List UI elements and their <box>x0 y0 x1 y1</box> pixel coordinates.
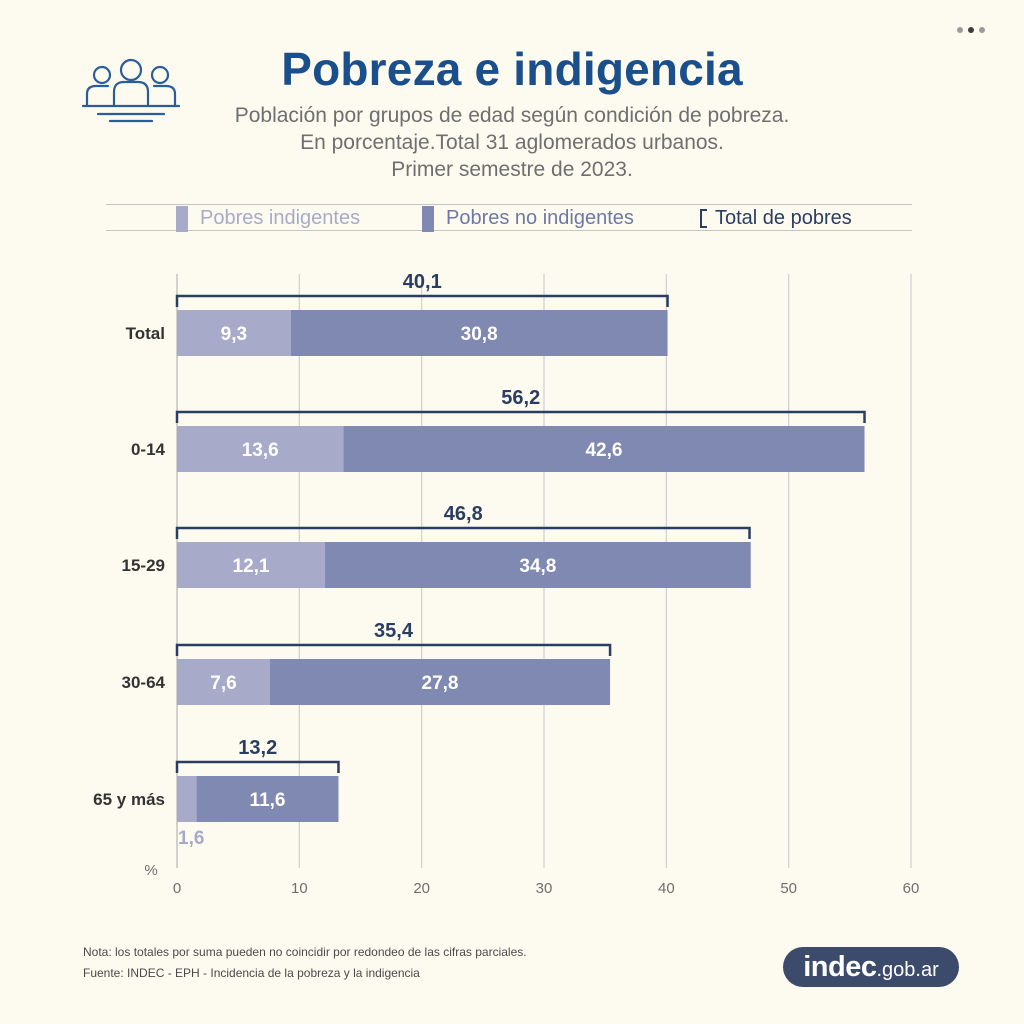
value-label-indigentes: 1,6 <box>178 828 204 849</box>
note-text: Nota: los totales por suma pueden no coi… <box>83 945 527 959</box>
value-label-no-indigentes: 30,8 <box>461 324 498 345</box>
legend-item-indigentes: Pobres indigentes <box>176 205 360 232</box>
legend-bracket-icon <box>700 209 707 228</box>
total-bracket <box>175 760 340 773</box>
page-title: Pobreza e indigencia <box>281 43 743 95</box>
legend-label: Pobres indigentes <box>200 207 361 229</box>
chart-legend: Pobres indigentes Pobres no indigentes T… <box>106 204 912 232</box>
value-label-no-indigentes: 42,6 <box>585 440 622 461</box>
chart-subtitle: Población por grupos de edad según condi… <box>0 102 1024 183</box>
value-label-indigentes: 7,6 <box>210 673 236 694</box>
legend-item-no-indigentes: Pobres no indigentes <box>422 205 634 232</box>
bar-no-indigentes <box>343 426 865 472</box>
legend-label: Total de pobres <box>715 207 852 229</box>
total-label: 40,1 <box>403 271 442 293</box>
value-label-no-indigentes: 11,6 <box>250 790 286 811</box>
category-label: 65 y más <box>93 790 165 809</box>
total-label: 35,4 <box>374 620 414 642</box>
total-bracket <box>175 526 751 539</box>
value-label-indigentes: 13,6 <box>242 440 279 461</box>
indec-logo[interactable]: indec .gob.ar <box>783 947 959 987</box>
logo-sub-text: .gob.ar <box>876 958 939 981</box>
total-bracket <box>175 294 669 307</box>
people-group-icon <box>82 58 180 123</box>
total-bracket <box>175 410 866 423</box>
source-text: Fuente: INDEC - EPH - Incidencia de la p… <box>83 966 420 980</box>
value-label-no-indigentes: 27,8 <box>422 673 459 694</box>
x-tick-label: 50 <box>780 880 797 897</box>
bar-no-indigentes <box>290 310 668 356</box>
x-tick-label: 60 <box>903 880 920 897</box>
legend-swatch-indigentes <box>176 205 188 232</box>
pager-dot-active[interactable] <box>968 27 974 33</box>
x-tick-label: 10 <box>291 880 308 897</box>
logo-main-text: indec <box>803 950 877 983</box>
total-label: 56,2 <box>501 387 540 409</box>
bar-indigentes <box>177 310 291 356</box>
legend-item-total: Total de pobres <box>700 205 852 232</box>
category-label: Total <box>126 324 165 343</box>
x-tick-label: 40 <box>658 880 675 897</box>
x-tick-label: 0 <box>173 880 181 897</box>
footnotes: Nota: los totales por suma pueden no coi… <box>83 942 527 984</box>
subtitle-line: En porcentaje.Total 31 aglomerados urban… <box>300 131 724 154</box>
x-axis-unit: % <box>144 862 157 879</box>
pager-dots[interactable] <box>957 27 985 33</box>
total-label: 46,8 <box>444 503 483 525</box>
value-label-no-indigentes: 34,8 <box>519 556 556 577</box>
subtitle-line: Primer semestre de 2023. <box>391 158 633 181</box>
bar-indigentes <box>177 542 326 588</box>
total-bracket <box>175 643 612 656</box>
value-label-indigentes: 9,3 <box>221 324 247 345</box>
category-label: 15-29 <box>122 556 165 575</box>
pager-dot[interactable] <box>957 27 963 33</box>
legend-swatch-no-indigentes <box>422 205 434 232</box>
bar-no-indigentes <box>325 542 751 588</box>
category-label: 0-14 <box>131 440 166 459</box>
subtitle-line: Población por grupos de edad según condi… <box>234 104 790 127</box>
x-tick-label: 30 <box>536 880 553 897</box>
x-tick-label: 20 <box>413 880 430 897</box>
bar-indigentes <box>177 426 344 472</box>
bar-indigentes <box>177 776 197 822</box>
bar-no-indigentes <box>196 776 339 822</box>
legend-label: Pobres no indigentes <box>446 207 634 229</box>
category-label: 30-64 <box>122 673 166 692</box>
bar-indigentes <box>177 659 270 705</box>
pager-dot[interactable] <box>979 27 985 33</box>
bar-no-indigentes <box>269 659 611 705</box>
value-label-indigentes: 12,1 <box>233 556 270 577</box>
total-label: 13,2 <box>238 737 277 759</box>
